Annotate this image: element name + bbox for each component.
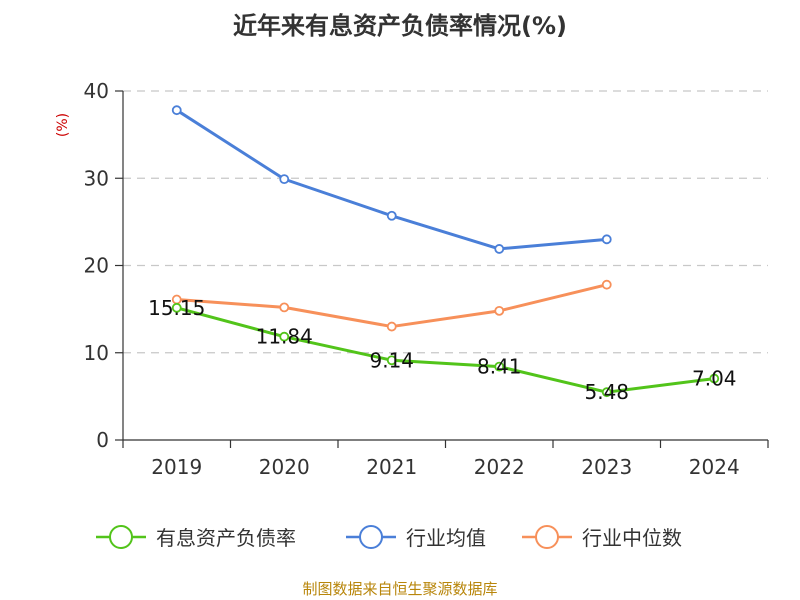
x-tick-label: 2023 xyxy=(581,455,632,479)
data-label: 5.48 xyxy=(584,380,629,404)
data-point xyxy=(601,279,612,290)
source-note: 制图数据来自恒生聚源数据库 xyxy=(302,580,498,598)
legend-label: 行业中位数 xyxy=(582,526,682,550)
legend: 有息资产负债率 行业均值 行业中位数 xyxy=(96,525,682,550)
y-tick-label: 30 xyxy=(84,166,109,190)
data-label: 15.15 xyxy=(148,296,205,320)
grid-lines xyxy=(123,90,768,354)
data-point xyxy=(709,373,720,384)
legend-label: 有息资产负债率 xyxy=(156,526,296,550)
data-point xyxy=(494,361,505,372)
data-label: 7.04 xyxy=(692,367,737,391)
data-label: 11.84 xyxy=(256,325,313,349)
chart-title: 近年来有息资产负债率情况(%) xyxy=(233,12,567,40)
data-labels: 15.15 11.84 9.14 8.41 5.48 7.04 xyxy=(148,296,736,404)
data-point xyxy=(171,302,182,313)
series-layer xyxy=(171,105,720,398)
series-line xyxy=(176,306,715,394)
legend-marker-symbol xyxy=(535,525,559,549)
series-line xyxy=(176,283,608,329)
y-tick-label: 40 xyxy=(84,79,109,103)
y-axis-unit-label: (%) xyxy=(55,113,71,137)
data-point xyxy=(171,105,182,116)
data-point xyxy=(601,234,612,245)
x-tick-label: 2019 xyxy=(151,455,202,479)
series-line xyxy=(175,108,607,251)
legend-label: 行业均值 xyxy=(406,526,486,550)
legend-marker-symbol xyxy=(109,525,133,549)
y-tick-label: 0 xyxy=(96,428,109,452)
x-tick-label: 2020 xyxy=(259,455,310,479)
x-tick-label: 2022 xyxy=(474,455,525,479)
data-point xyxy=(386,321,397,332)
y-tick-label: 20 xyxy=(84,254,109,278)
data-point xyxy=(494,305,505,316)
x-tick-label: 2021 xyxy=(366,455,417,479)
data-point xyxy=(386,210,397,221)
data-label: 9.14 xyxy=(369,348,414,372)
x-tick-label: 2024 xyxy=(689,455,740,479)
data-label: 8.41 xyxy=(477,355,522,379)
data-point xyxy=(494,244,505,254)
legend-marker-symbol xyxy=(359,525,383,549)
data-point xyxy=(279,331,290,342)
data-point xyxy=(386,355,397,366)
data-point xyxy=(279,174,290,185)
data-point xyxy=(601,387,612,398)
data-point xyxy=(279,302,290,313)
y-tick-label: 10 xyxy=(84,341,109,365)
axes: 0 10 20 30 40 2019 2020 2021 2022 2023 2024 xyxy=(84,79,769,479)
